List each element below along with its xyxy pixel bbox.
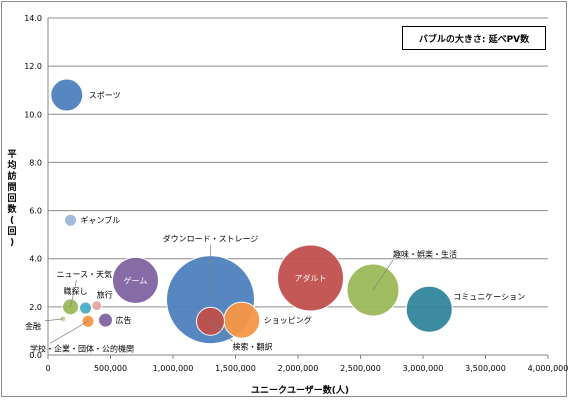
y-tick-label: 8.0 [29, 158, 42, 167]
y-axis-title-char: 訪 [7, 172, 17, 182]
bubble [79, 301, 92, 315]
bubble-label: ニュース・天気 [57, 269, 113, 279]
bubble-label: ダウンロード・ストレージ [163, 234, 259, 244]
bubble-label: 金融 [25, 321, 41, 331]
bubble [405, 285, 453, 333]
bubble-label: 検索・翻訳 [233, 341, 273, 351]
bubble-label: 趣味・娯楽・生活 [393, 249, 457, 259]
bubble-label: 学校・企業・団体・公的機関 [30, 343, 134, 353]
bubble-label: アダルト [295, 273, 327, 283]
x-tick-label: 0 [45, 364, 50, 373]
bubble-label: ギャンブル [81, 215, 121, 225]
bubble [277, 244, 344, 312]
y-axis-title-char: 回 [7, 194, 17, 204]
bubble [98, 312, 113, 328]
y-tick-label: 14.0 [24, 14, 42, 23]
x-tick-label: 500,000 [94, 364, 127, 373]
label-leader-line [44, 318, 64, 322]
y-axis-title-char: 均 [7, 161, 17, 171]
bubble [112, 256, 159, 304]
x-tick-label: 2,500,000 [340, 364, 381, 373]
bubble-label: 職探し [64, 286, 88, 296]
bubble-label: 旅行 [97, 290, 113, 300]
bubble-size-legend: バブルの大きさ: 延べPV数 [402, 26, 546, 50]
x-tick-label: 1,500,000 [215, 364, 256, 373]
bubble-label: スポーツ [89, 91, 121, 100]
x-axis-title: ユニークユーザー数(人) [250, 386, 350, 396]
y-axis-title-char: 数 [7, 205, 17, 215]
y-axis-title-char: 平 [7, 150, 17, 160]
bubble [50, 78, 84, 112]
x-tick-label: 3,000,000 [403, 364, 444, 373]
bubble [223, 301, 261, 339]
label-leader-line [210, 321, 233, 342]
label-leader-line [49, 320, 89, 344]
y-tick-label: 2.0 [29, 303, 42, 312]
label-leader-line [70, 279, 77, 307]
y-axis-title: 平均訪問回数(回) [5, 150, 19, 249]
y-axis-title-char: 回 [7, 227, 17, 237]
y-axis-title-char: ) [9, 238, 15, 248]
y-tick-label: 0.0 [29, 351, 42, 360]
y-tick-label: 12.0 [24, 62, 42, 71]
y-tick-label: 4.0 [29, 255, 42, 264]
bubble-label: 広告 [116, 315, 132, 325]
bubble [91, 300, 103, 312]
bubble-label: ゲーム [124, 275, 148, 285]
bubble-label: ショッピング [264, 315, 312, 325]
label-leader-line [372, 259, 394, 291]
bubble [64, 213, 77, 227]
y-axis-title-char: ( [9, 216, 15, 226]
y-axis-title-char: 問 [7, 183, 17, 193]
x-tick-label: 2,000,000 [278, 364, 319, 373]
bubble-label: コミュニケーション [453, 292, 525, 301]
x-tick-label: 3,500,000 [465, 364, 506, 373]
y-tick-label: 10.0 [24, 110, 42, 119]
x-tick-label: 1,000,000 [153, 364, 194, 373]
y-tick-label: 6.0 [29, 207, 42, 216]
x-tick-label: 4,000,000 [528, 364, 569, 373]
